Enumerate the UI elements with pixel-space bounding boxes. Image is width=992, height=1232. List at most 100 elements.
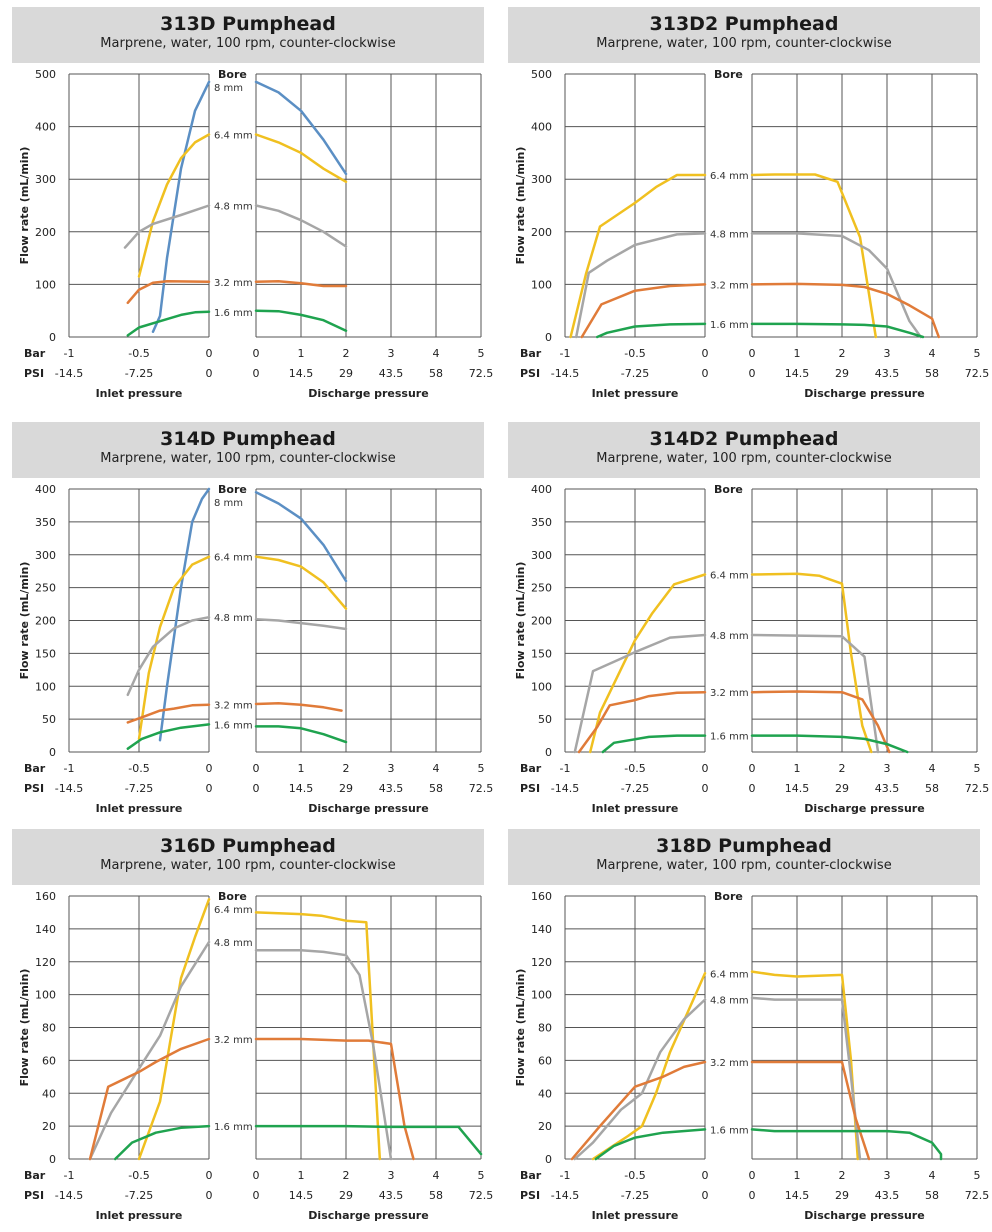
series-line-discharge-4.8mm [750,633,880,754]
y-tick-label: 100 [35,278,56,291]
y-tick-label: 140 [35,923,56,936]
inlet-bar-tick: 0 [702,347,709,360]
series-line-discharge-3.2mm [254,279,348,288]
discharge-psi-tick: 43.5 [875,1189,900,1202]
inlet-axis-title: Inlet pressure [96,802,183,815]
series-line-inlet-8mm [151,80,211,333]
discharge-bar-tick: 3 [884,347,891,360]
series-bore-label: 3.2 mm [710,688,749,699]
y-tick-label: 300 [35,549,56,562]
discharge-psi-tick: 43.5 [875,367,900,380]
discharge-psi-tick: 14.5 [785,1189,810,1202]
y-tick-label: 160 [531,890,552,903]
y-tick-label: 0 [49,746,56,759]
inlet-bar-tick: -1 [64,762,75,775]
series-bore-label: 1.6 mm [214,720,253,731]
series-line-inlet-4.8mm [574,232,707,339]
discharge-psi-tick: 14.5 [785,367,810,380]
discharge-bar-tick: 0 [749,1169,756,1182]
bore-label: Bore [714,890,743,903]
series-line-inlet-3.2mm [570,1060,707,1161]
series-line-inlet-3.2mm [88,1037,211,1161]
series-bore-label: 3.2 mm [214,278,253,289]
series-bore-label: 6.4 mm [214,131,253,142]
y-axis-label: Flow rate (mL/min) [514,147,527,265]
series-line-inlet-4.8mm [573,998,707,1161]
bar-label: Bar [24,762,46,775]
bar-label: Bar [520,347,542,360]
y-tick-label: 0 [545,1153,552,1166]
y-tick-label: 120 [35,956,56,969]
series-line-inlet-8mm [158,487,211,742]
discharge-bar-tick: 2 [839,1169,846,1182]
discharge-bar-tick: 0 [253,1169,260,1182]
y-tick-label: 0 [49,331,56,344]
chart-header: 313D2 Pumphead Marprene, water, 100 rpm, … [508,7,980,63]
inlet-axis-title: Inlet pressure [96,1209,183,1222]
series-line-inlet-6.4mm [137,133,211,278]
series-line-discharge-4.8mm [750,996,862,1161]
y-tick-label: 200 [35,226,56,239]
discharge-bar-tick: 1 [298,1169,305,1182]
y-tick-label: 150 [531,647,552,660]
discharge-psi-tick: 29 [835,782,849,795]
inlet-psi-tick: -14.5 [551,782,579,795]
chart-subtitle: Marprene, water, 100 rpm, counter-clockw… [596,36,892,51]
y-tick-label: 80 [42,1022,56,1035]
series-line-inlet-4.8mm [123,204,211,249]
y-tick-label: 400 [531,121,552,134]
discharge-psi-tick: 58 [925,1189,939,1202]
y-tick-label: 500 [531,68,552,81]
discharge-bar-tick: 5 [974,1169,981,1182]
discharge-psi-tick: 29 [339,367,353,380]
chart-title: 316D Pumphead [160,835,336,857]
series-line-inlet-4.8mm [573,633,707,754]
y-tick-label: 250 [531,582,552,595]
y-tick-label: 50 [538,713,552,726]
series-bore-label: 6.4 mm [214,905,253,916]
series-bore-label: 6.4 mm [214,553,253,564]
inlet-psi-tick: 0 [702,782,709,795]
discharge-psi-tick: 14.5 [289,1189,314,1202]
discharge-psi-tick: 14.5 [289,782,314,795]
chart-header: 316D Pumphead Marprene, water, 100 rpm, c… [12,829,484,885]
chart-panel: 314D Pumphead Marprene, water, 100 rpm, c… [0,415,496,825]
discharge-bar-tick: 5 [974,762,981,775]
inlet-bar-tick: -1 [64,1169,75,1182]
discharge-bar-tick: 2 [343,1169,350,1182]
series-bore-label: 4.8 mm [710,631,749,642]
discharge-psi-tick: 29 [835,1189,849,1202]
discharge-bar-tick: 1 [794,347,801,360]
series-line-discharge-3.2mm [750,690,891,754]
discharge-bar-tick: 4 [433,1169,440,1182]
discharge-bar-tick: 0 [253,347,260,360]
series-line-inlet-3.2mm [126,703,211,724]
discharge-bar-tick: 3 [388,762,395,775]
series-line-discharge-6.4mm [750,572,873,754]
y-tick-label: 100 [531,989,552,1002]
series-line-discharge-1.6mm [254,725,348,744]
series-line-discharge-4.8mm [254,204,348,248]
discharge-bar-tick: 3 [388,347,395,360]
inlet-bar-tick: -0.5 [624,1169,645,1182]
discharge-psi-tick: 29 [835,367,849,380]
inlet-psi-tick: -7.25 [621,367,649,380]
inlet-psi-tick: -14.5 [55,782,83,795]
discharge-psi-tick: 58 [429,782,443,795]
discharge-psi-tick: 72.5 [469,1189,494,1202]
discharge-bar-tick: 5 [478,347,485,360]
psi-label: PSI [24,367,44,380]
chart-title: 314D2 Pumphead [649,428,839,450]
series-line-inlet-6.4mm [591,972,707,1161]
inlet-psi-tick: 0 [702,1189,709,1202]
series-bore-label: 4.8 mm [710,229,749,240]
inlet-bar-tick: 0 [206,347,213,360]
inlet-psi-tick: -14.5 [55,1189,83,1202]
discharge-psi-tick: 0 [253,1189,260,1202]
chart-header: 318D Pumphead Marprene, water, 100 rpm, c… [508,829,980,885]
